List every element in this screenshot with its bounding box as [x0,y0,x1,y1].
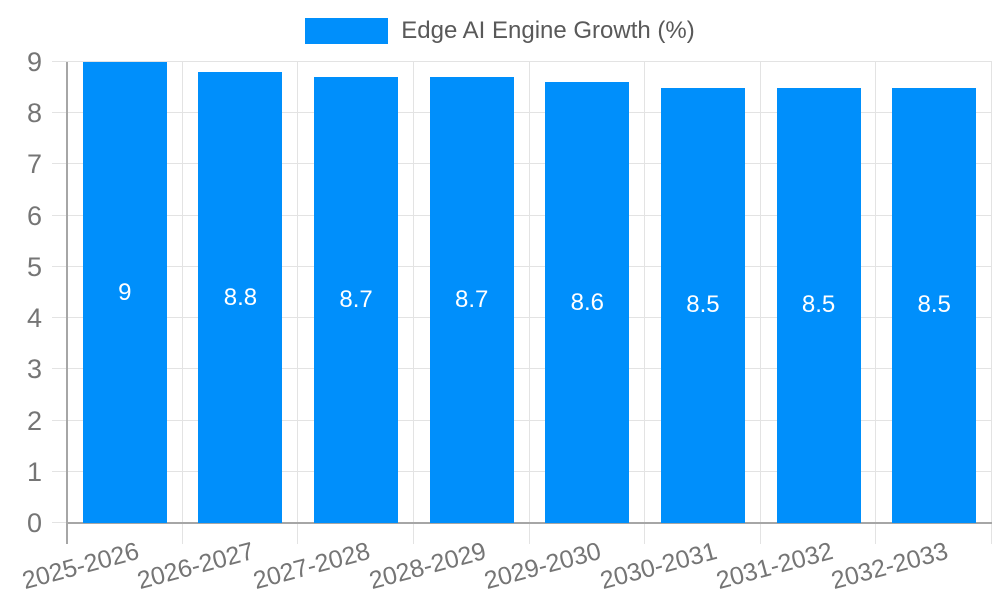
gridline-x [644,62,646,523]
bar: 8.7 [429,77,514,523]
bar-value-label: 8.6 [570,288,604,316]
y-tick-label: 3 [26,354,42,385]
x-axis-line [67,522,992,524]
y-axis-line [66,62,68,544]
gridline-x [412,62,414,523]
x-axis-tick [875,523,877,544]
bar-value-label: 8.5 [686,291,720,319]
gridline-y [52,214,992,216]
gridline-x [759,62,761,523]
bar-value-label: 8.8 [223,283,258,311]
gridline-y [52,419,992,421]
bar-value-label: 8.5 [917,291,951,319]
y-tick-label: 0 [26,508,42,538]
y-tick-label: 4 [26,303,42,334]
bar: 8.8 [198,72,283,523]
legend-swatch [305,18,389,44]
x-axis-tick [759,523,761,544]
legend-label: Edge AI Engine Growth (%) [401,17,695,44]
gridline-y [52,470,992,472]
legend[interactable]: Edge AI Engine Growth (%) [0,14,1000,48]
bar: 8.5 [776,87,861,523]
bar-value-label: 8.5 [801,291,836,319]
bar: 8.7 [314,77,399,523]
x-axis-tick [181,523,183,544]
y-tick-label: 2 [26,405,42,436]
bar: 8.6 [545,82,630,523]
gridline-y [52,163,992,165]
x-axis-tick [412,523,414,544]
bar-value-label: 8.7 [455,286,489,314]
x-axis-tick [644,523,646,544]
gridline-x [991,62,992,523]
gridline-x [875,62,877,523]
y-tick-label: 9 [26,47,42,77]
y-axis-tick [52,522,67,523]
y-tick-label: 6 [26,200,42,231]
gridline-y [52,265,992,267]
y-tick-label: 8 [26,98,42,129]
gridline-y [52,61,992,62]
y-tick-label: 7 [26,149,42,180]
gridline-x [181,62,183,523]
x-axis-tick [991,523,992,544]
y-tick-label: 1 [26,456,42,487]
bar: 9 [82,62,167,523]
bar: 8.5 [892,87,977,523]
bar-value-label: 9 [118,278,132,306]
x-axis-tick [297,523,299,544]
gridline-y [52,317,992,319]
x-axis-tick [528,523,530,544]
gridline-y [52,368,992,370]
bar-value-label: 8.7 [339,286,373,314]
gridline-y [52,112,992,114]
gridline-x [297,62,299,523]
gridline-x [528,62,530,523]
bar: 8.5 [660,87,745,523]
y-tick-label: 5 [26,251,42,282]
